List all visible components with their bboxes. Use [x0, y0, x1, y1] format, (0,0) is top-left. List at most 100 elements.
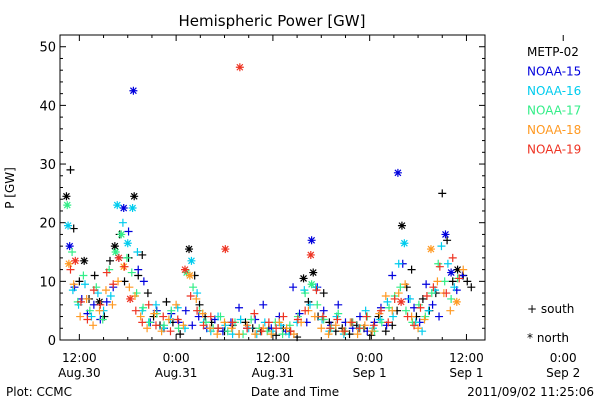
south-point [257, 327, 266, 336]
legend-marker-south: + south [527, 302, 574, 316]
south-point [216, 312, 225, 321]
south-point [157, 327, 166, 336]
south-point [443, 236, 452, 245]
south-point [410, 321, 419, 330]
north-point [95, 297, 104, 306]
south-point [139, 277, 148, 286]
south-point [166, 327, 175, 336]
south-point [369, 321, 378, 330]
south-point [102, 268, 111, 277]
south-point [440, 277, 449, 286]
south-point [214, 324, 223, 333]
north-point [63, 201, 72, 210]
south-point [151, 321, 160, 330]
south-point [106, 292, 115, 301]
south-point [220, 318, 229, 327]
south-point [174, 324, 183, 333]
north-point [426, 245, 435, 254]
south-point [162, 297, 171, 306]
south-point [89, 321, 98, 330]
south-point [125, 283, 134, 292]
south-point [306, 300, 314, 309]
south-point [131, 306, 140, 315]
south-point [334, 309, 343, 318]
y-axis-label: P [GW] [3, 167, 17, 209]
south-point [172, 300, 181, 309]
south-point [360, 321, 369, 330]
south-point [95, 306, 104, 315]
south-point [427, 289, 436, 298]
y-tick-label: 10 [39, 275, 56, 290]
south-point [188, 321, 197, 330]
south-point [194, 312, 203, 321]
north-point [447, 268, 456, 277]
x-axis: 12:00Aug.300:00Aug.3112:00Aug.310:00Sep … [58, 35, 580, 380]
x-tick-date: Sep 2 [546, 366, 580, 380]
north-point [130, 192, 139, 201]
south-point [192, 294, 201, 303]
series-metp-02 [62, 165, 476, 342]
south-point [69, 280, 78, 289]
south-point [90, 271, 99, 280]
south-point [362, 312, 371, 321]
south-point [459, 265, 468, 274]
south-point [353, 330, 362, 339]
south-point [422, 292, 431, 301]
south-point [186, 292, 195, 301]
south-point [418, 294, 427, 303]
x-tick-time: 12:00 [256, 351, 291, 365]
north-point [307, 280, 316, 289]
south-point [160, 321, 169, 330]
south-point [463, 277, 472, 286]
north-point [187, 256, 196, 265]
south-point [347, 318, 356, 327]
north-point [182, 268, 191, 277]
south-point [151, 300, 160, 309]
south-point [278, 330, 287, 339]
south-point [235, 303, 244, 312]
south-point [401, 280, 410, 289]
north-point [64, 259, 73, 268]
south-point [181, 306, 190, 315]
south-point [467, 283, 476, 292]
south-point [383, 297, 392, 306]
x-tick-date: Aug.31 [155, 366, 198, 380]
south-point [293, 315, 302, 324]
north-point [123, 239, 132, 248]
south-point [355, 324, 364, 333]
south-point [319, 306, 328, 315]
y-tick-label: 40 [39, 99, 56, 114]
south-point [428, 300, 437, 309]
south-point [122, 253, 131, 262]
south-point [193, 289, 202, 298]
south-point [450, 283, 459, 292]
north-point [128, 204, 137, 213]
north-point [400, 239, 409, 248]
south-point [394, 259, 403, 268]
south-point [319, 289, 328, 298]
x-tick-date: Aug.30 [58, 366, 101, 380]
south-point [68, 286, 77, 295]
south-point [310, 312, 319, 321]
x-tick-date: Aug.31 [252, 366, 295, 380]
south-point [143, 289, 152, 298]
south-point [206, 324, 214, 333]
south-point [251, 330, 260, 339]
south-point [193, 306, 202, 315]
y-tick-label: 0 [48, 334, 56, 349]
plot-credit: Plot: CCMC [6, 385, 72, 399]
south-point [394, 289, 403, 298]
south-point [312, 286, 321, 295]
south-point [446, 306, 455, 315]
south-point [438, 189, 447, 198]
north-point [235, 63, 244, 72]
y-axis: 0 10 20 30 40 50 [39, 41, 485, 349]
south-point [93, 289, 102, 298]
chart-title: Hemispheric Power [GW] [179, 12, 366, 30]
north-point [129, 86, 138, 95]
south-point [414, 324, 423, 333]
x-axis-label: Date and Time [251, 385, 339, 399]
north-point [64, 221, 73, 230]
north-point [452, 297, 461, 306]
north-point [309, 268, 318, 277]
